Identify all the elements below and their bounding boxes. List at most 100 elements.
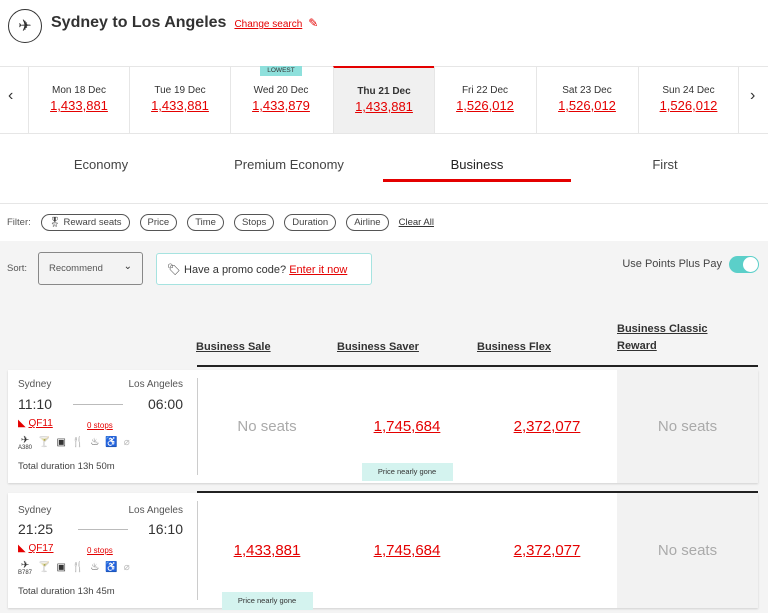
column-business-flex[interactable]: Business Flex bbox=[477, 341, 551, 353]
amenity-icons: ✈ B787 🍸 ▣ 🍴 ♨ ♿ ⌀ bbox=[18, 560, 130, 578]
date-mon-18[interactable]: Mon 18 Dec 1,433,881 bbox=[28, 67, 129, 134]
sort-select[interactable]: Recommend ⌄ bbox=[38, 252, 143, 285]
filter-reward-seats[interactable]: 🎖 Reward seats bbox=[40, 213, 130, 231]
promo-code-banner: 🏷 Have a promo code? Enter it now bbox=[156, 253, 372, 285]
fare-business-saver[interactable]: 1,745,684 Price nearly gone bbox=[337, 370, 477, 483]
date-sat-23[interactable]: Sat 23 Dec 1,526,012 bbox=[536, 67, 637, 134]
tab-economy[interactable]: Economy bbox=[73, 157, 129, 172]
origin: Sydney bbox=[18, 505, 52, 516]
points-plus-pay-label: Use Points Plus Pay bbox=[622, 258, 722, 270]
departure-time: 21:25 bbox=[18, 521, 54, 537]
aircraft-icon: ✈ A380 bbox=[18, 435, 33, 452]
filter-stops[interactable]: Stops bbox=[233, 213, 275, 231]
date-price: 1,526,012 bbox=[659, 98, 718, 113]
aircraft-icon: ✈ B787 bbox=[18, 560, 33, 577]
price-nearly-gone-badge: Price nearly gone bbox=[221, 592, 313, 610]
sort-label: Sort: bbox=[7, 263, 28, 274]
fare-business-sale[interactable]: 1,433,881 Price nearly gone bbox=[197, 493, 337, 610]
seat-icon: ♿ bbox=[105, 437, 118, 448]
page-title: Sydney to Los Angeles bbox=[51, 14, 227, 31]
pencil-icon[interactable]: ✎ bbox=[308, 16, 319, 30]
amenity-icons: ✈ A380 🍸 ▣ 🍴 ♨ ♿ ⌀ bbox=[18, 435, 130, 453]
meal-icon: 🍴 bbox=[71, 437, 85, 448]
tag-icon: 🏷 bbox=[167, 264, 181, 276]
date-label: Fri 22 Dec bbox=[461, 85, 509, 96]
chevron-right-icon[interactable]: › bbox=[750, 87, 756, 104]
fare-price[interactable]: 1,745,684 bbox=[373, 418, 441, 435]
column-business-sale[interactable]: Business Sale bbox=[196, 341, 271, 353]
chevron-left-icon[interactable]: ‹ bbox=[8, 87, 14, 104]
header-area: ✈ Sydney to Los Angeles Change search ✎ … bbox=[0, 0, 768, 241]
date-fri-22[interactable]: Fri 22 Dec 1,526,012 bbox=[434, 67, 535, 134]
no-seats: No seats bbox=[237, 418, 297, 435]
tab-first[interactable]: First bbox=[652, 157, 678, 172]
tab-business[interactable]: Business bbox=[450, 157, 504, 172]
change-search-link[interactable]: Change search bbox=[234, 19, 303, 30]
fare-business-saver[interactable]: 1,745,684 bbox=[337, 493, 477, 608]
seat-icon: ♿ bbox=[105, 562, 118, 573]
flight-card: Sydney Los Angeles 11:10 06:00 ◣ QF11 0 … bbox=[8, 370, 758, 483]
award-icon: 🎖 bbox=[48, 216, 61, 228]
date-label: Wed 20 Dec bbox=[253, 85, 309, 96]
date-sun-24[interactable]: Sun 24 Dec 1,526,012 bbox=[638, 67, 739, 134]
flight-number-link[interactable]: QF17 bbox=[28, 543, 54, 554]
divider bbox=[197, 501, 198, 600]
filter-label: Filter: bbox=[7, 216, 31, 228]
entertainment-icon: ▣ bbox=[56, 562, 66, 573]
sort-value: Recommend bbox=[49, 263, 103, 274]
filter-duration[interactable]: Duration bbox=[284, 213, 337, 231]
header-line bbox=[197, 491, 758, 493]
column-business-saver[interactable]: Business Saver bbox=[337, 341, 419, 353]
flight-number-link[interactable]: QF11 bbox=[28, 418, 53, 429]
points-plus-pay-toggle[interactable] bbox=[729, 256, 759, 273]
divider bbox=[0, 203, 768, 204]
date-strip: ‹ Mon 18 Dec 1,433,881 Tue 19 Dec 1,433,88… bbox=[0, 66, 768, 134]
arrival-time: 16:10 bbox=[147, 521, 183, 537]
no-seats: No seats bbox=[657, 542, 718, 559]
flight-info: Sydney Los Angeles 11:10 06:00 ◣ QF11 0 … bbox=[8, 370, 197, 483]
clear-all-link[interactable]: Clear All bbox=[398, 216, 434, 228]
route-line bbox=[78, 529, 128, 530]
enter-promo-link[interactable]: Enter it now bbox=[289, 264, 348, 276]
fare-price[interactable]: 1,745,684 bbox=[373, 542, 441, 559]
date-tue-19[interactable]: Tue 19 Dec 1,433,881 bbox=[129, 67, 230, 134]
date-label: Mon 18 Dec bbox=[52, 85, 106, 96]
fare-business-flex[interactable]: 2,372,077 bbox=[477, 493, 617, 608]
price-nearly-gone-badge: Price nearly gone bbox=[361, 463, 453, 481]
filter-price[interactable]: Price bbox=[139, 213, 178, 231]
divider bbox=[197, 378, 198, 475]
qantas-logo-icon: ◣ bbox=[18, 418, 26, 429]
fare-price[interactable]: 1,433,881 bbox=[233, 542, 301, 559]
filter-bar: Filter: 🎖 Reward seats Price Time Stops … bbox=[0, 212, 434, 232]
total-duration: Total duration 13h 45m bbox=[18, 586, 115, 597]
no-wifi-icon: ⌀ bbox=[123, 562, 130, 573]
date-thu-21[interactable]: Thu 21 Dec 1,433,881 bbox=[333, 66, 434, 133]
no-seats: No seats bbox=[657, 418, 718, 435]
fare-business-sale: No seats bbox=[197, 370, 337, 483]
date-label: Tue 19 Dec bbox=[154, 85, 206, 96]
aircraft-type: B787 bbox=[18, 570, 33, 576]
snack-icon: ♨ bbox=[90, 437, 100, 448]
stops-link[interactable]: 0 stops bbox=[87, 421, 113, 430]
tab-premium-economy[interactable]: Premium Economy bbox=[234, 157, 344, 172]
date-label: Thu 21 Dec bbox=[357, 86, 411, 97]
chevron-down-icon: ⌄ bbox=[123, 261, 132, 272]
date-wed-20[interactable]: LOWEST Wed 20 Dec 1,433,879 bbox=[230, 66, 331, 134]
date-price: 1,526,012 bbox=[456, 98, 514, 113]
stops-link[interactable]: 0 stops bbox=[87, 546, 113, 555]
fare-classic-reward: No seats bbox=[617, 493, 758, 608]
fare-price[interactable]: 2,372,077 bbox=[513, 418, 581, 435]
lowest-badge: LOWEST bbox=[260, 66, 302, 76]
qantas-logo-icon: ◣ bbox=[18, 543, 26, 554]
fare-classic-reward: No seats bbox=[617, 370, 758, 483]
filter-airline[interactable]: Airline bbox=[346, 213, 389, 231]
fare-business-flex[interactable]: 2,372,077 bbox=[477, 370, 617, 483]
fare-price[interactable]: 2,372,077 bbox=[513, 542, 581, 559]
column-business-classic-reward[interactable]: Business Classic Reward bbox=[617, 323, 708, 352]
arrival-time: 06:00 bbox=[147, 396, 183, 412]
drink-icon: 🍸 bbox=[38, 437, 51, 448]
route-line bbox=[73, 404, 123, 405]
filter-time[interactable]: Time bbox=[187, 213, 224, 231]
date-price: 1,526,012 bbox=[558, 98, 616, 113]
no-wifi-icon: ⌀ bbox=[123, 437, 130, 448]
